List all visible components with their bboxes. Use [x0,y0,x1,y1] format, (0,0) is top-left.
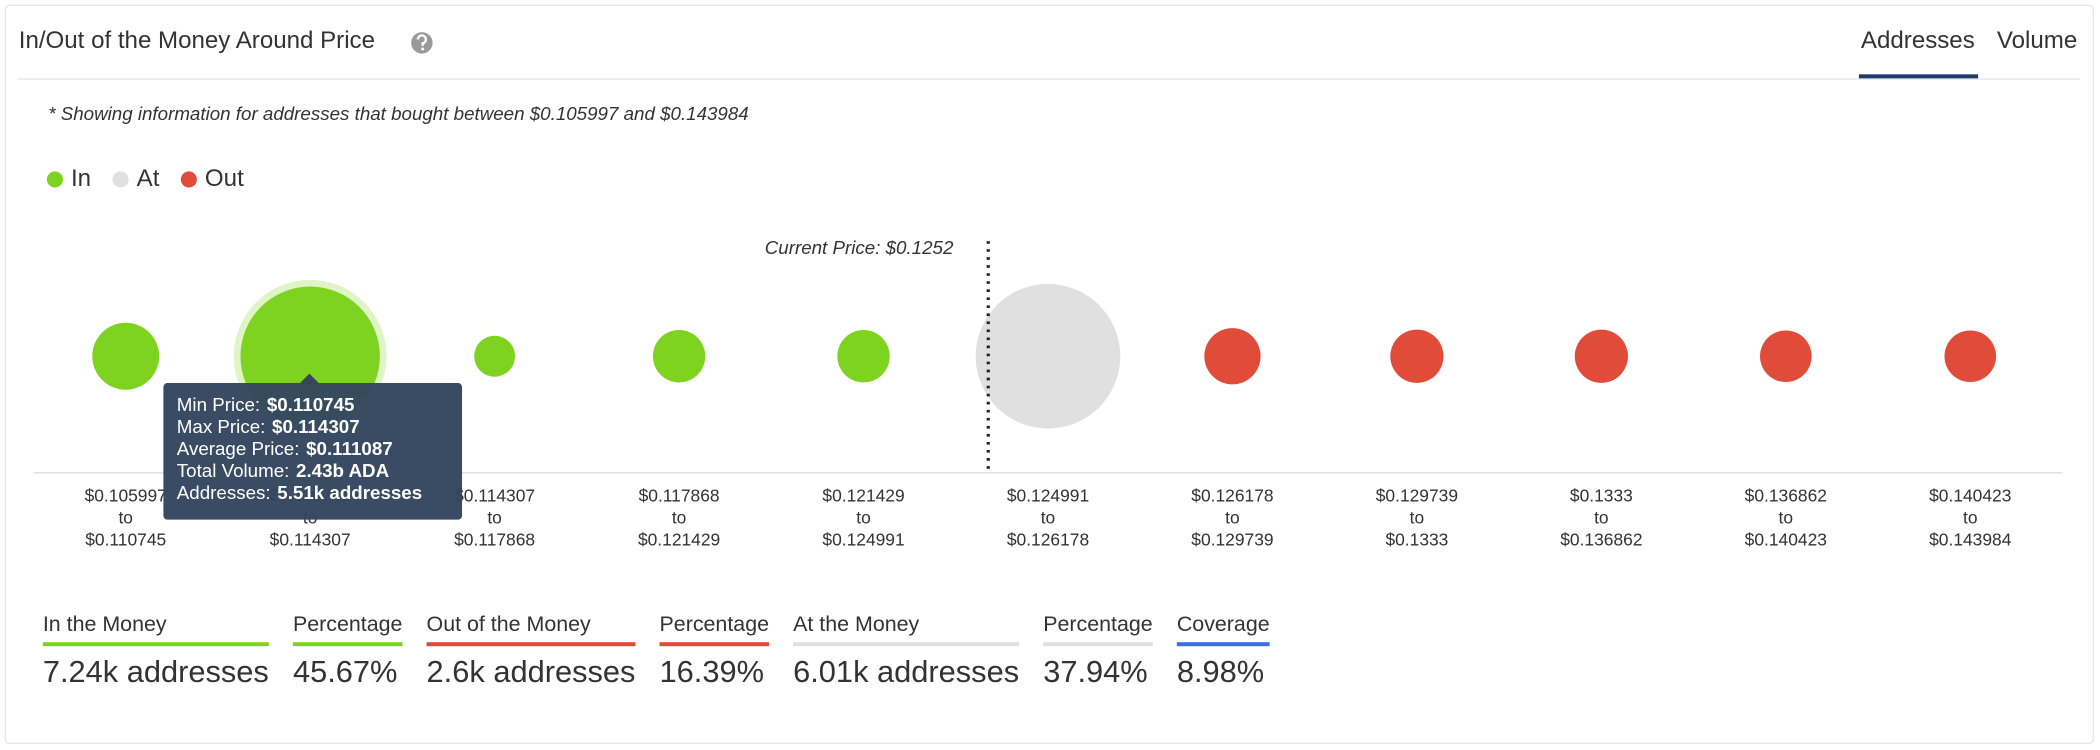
x-tick-label: $0.114307 [270,530,351,550]
x-tick-label: to [1963,508,1978,528]
tooltip-label: Addresses: [177,482,271,503]
x-tick-label: $0.117868 [639,485,720,505]
x-tick-label: $0.117868 [454,530,535,550]
summary-underline [1043,642,1153,647]
legend-label: At [137,165,160,192]
tooltip-label: Max Price: [177,416,266,437]
tooltip-row: Min Price: $0.110745 [177,394,355,415]
bubble [1760,330,1812,383]
x-tick-label: $0.140423 [1745,530,1827,550]
x-tick-label: $0.114307 [454,485,535,505]
x-tick-label: $0.105997 [85,485,167,505]
summary-label: Percentage [660,612,770,636]
summary-value: 6.01k addresses [793,654,1019,689]
tooltip-value: $0.110745 [267,394,355,415]
x-tick-label: $0.126178 [1191,485,1273,505]
tooltip-row: Max Price: $0.114307 [177,416,360,437]
x-tick-label: to [1410,508,1425,528]
x-tick-label: to [1594,508,1609,528]
summary-underline [426,642,636,647]
x-tick-label: to [1041,508,1056,528]
chart-layer: InAtOut$0.105997to$0.110745$0.110745to$0… [46,165,2012,550]
x-tick-label: $0.124991 [822,530,904,550]
x-tick-label: $0.121429 [638,530,720,550]
bubble [1204,328,1261,385]
tooltip-value: $0.114307 [272,416,360,437]
help-icon[interactable] [411,32,433,54]
summary-label: Coverage [1177,612,1270,636]
tooltip-row: Addresses: 5.51k addresses [177,482,422,503]
x-tick-label: $0.136862 [1745,485,1827,505]
x-tick-label: $0.129739 [1191,530,1273,550]
summary-value: 16.39% [660,654,764,689]
x-tick-label: to [487,508,502,528]
tooltip-box [163,383,463,520]
tab-addresses[interactable]: Addresses [1861,27,1975,54]
bubble [474,335,516,377]
tooltip-value: 5.51k addresses [277,482,422,503]
x-tick-label: $0.140423 [1929,485,2011,505]
legend-swatch [180,171,197,188]
note: * Showing information for addresses that… [48,103,749,124]
tooltip-value: $0.111087 [306,438,393,459]
help-dot [421,47,425,51]
bubble [652,330,706,383]
tooltip-label: Average Price: [177,438,300,459]
summary-value: 2.6k addresses [427,654,636,689]
bubble [837,330,890,383]
tooltip-row: Total Volume: 2.43b ADA [177,460,390,481]
bubble [1390,329,1444,383]
legend-swatch [46,171,63,188]
summary-label: In the Money [43,612,167,636]
tooltip-row: Average Price: $0.111087 [177,438,393,459]
summary-label: Out of the Money [427,612,592,636]
tooltip-label: Min Price: [177,394,260,415]
summary-underline [1176,642,1270,647]
current-price-label: Current Price: $0.1252 [765,237,954,258]
legend-label: In [71,165,91,192]
widget-title: In/Out of the Money Around Price [19,27,375,54]
summary-underline [659,642,770,647]
bubble [92,322,160,390]
x-tick-label: $0.129739 [1376,485,1458,505]
x-tick-label: to [672,508,687,528]
help-mark [416,34,428,46]
legend-swatch [112,171,129,188]
summary-value: 45.67% [293,654,397,689]
legend-label: Out [205,165,244,192]
x-tick-label: $0.136862 [1560,530,1642,550]
x-tick-label: $0.1333 [1570,485,1633,505]
x-tick-label: $0.124991 [1007,485,1089,505]
bubble [1574,329,1628,383]
x-tick-label: to [856,508,871,528]
x-tick-label: to [1779,508,1794,528]
summary-underline [292,642,403,647]
tooltip-label: Total Volume: [177,460,290,481]
x-tick-label: $0.126178 [1007,530,1089,550]
summary-value: 7.24k addresses [43,654,269,689]
bubble [1944,330,1997,383]
x-tick-label: $0.110745 [85,530,166,550]
summary-value: 8.98% [1177,654,1264,689]
tab-volume[interactable]: Volume [1997,27,2077,54]
tooltip-pointer [298,373,321,385]
summary-label: At the Money [793,612,919,636]
tab-underline [1858,74,1979,79]
x-tick-label: $0.121429 [822,485,904,505]
x-tick-label: $0.1333 [1385,530,1448,550]
tooltip-value: 2.43b ADA [296,460,390,481]
summary-label: Percentage [293,612,402,636]
x-tick-label: $0.143984 [1929,530,2012,550]
bubble [975,283,1121,429]
x-tick-label: to [1225,508,1240,528]
x-tick-label: to [118,508,133,528]
summary-value: 37.94% [1043,654,1147,689]
summary-underline [42,642,269,647]
summary-underline [793,642,1020,647]
summary-label: Percentage [1043,612,1153,636]
